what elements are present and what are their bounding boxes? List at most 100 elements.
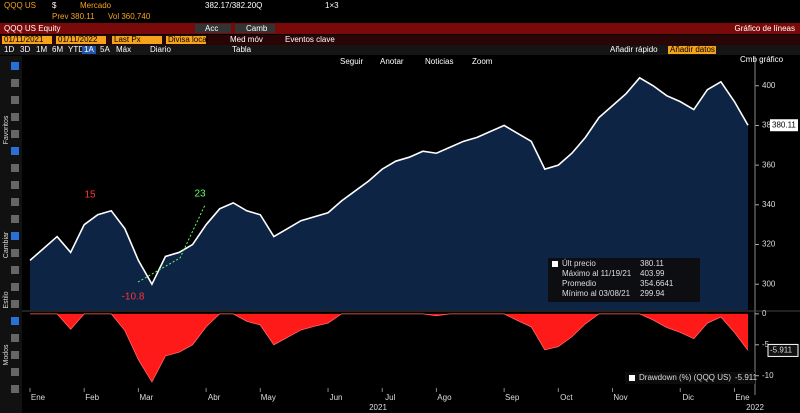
y-tick-label: 380 [762, 121, 776, 130]
x-tick-label: Nov [613, 393, 627, 402]
drawdown-area [30, 313, 748, 382]
price-line [29, 76, 749, 286]
range-button[interactable]: 5A [100, 45, 110, 54]
legend-value: -5.911 [735, 373, 758, 382]
x-tick-label: Mar [139, 393, 153, 402]
tool-icon[interactable] [11, 283, 19, 291]
tool-icon[interactable] [11, 317, 19, 325]
annotation: 15 [84, 190, 96, 201]
x-tick-label: Oct [560, 393, 573, 402]
y-tick-label: 400 [762, 81, 776, 90]
trend-line [137, 204, 206, 283]
volume: Vol 360,740 [108, 12, 151, 21]
x-tick-label: Jul [385, 393, 395, 402]
chart-tool[interactable]: Zoom [472, 57, 493, 66]
tool-icon[interactable] [11, 266, 19, 274]
title-bar [0, 23, 800, 34]
field-input[interactable] [112, 36, 162, 44]
end-input[interactable] [56, 36, 106, 44]
quote: 382.17/382.20Q [205, 1, 262, 10]
range-button[interactable]: 1M [36, 45, 47, 54]
stat-label: Máximo al 11/19/21 [562, 269, 632, 278]
tool-icon[interactable] [11, 385, 19, 393]
chart-tool[interactable]: Anotar [380, 57, 404, 66]
change-button[interactable] [235, 24, 275, 33]
quick-add[interactable]: Añadir rápido [610, 45, 658, 54]
stat-value: 354.6641 [640, 279, 674, 288]
start-date: 01/11/2021 [4, 35, 44, 44]
x-tick-label: Ene [31, 393, 46, 402]
x-tick-label: Dic [682, 393, 694, 402]
range-button[interactable]: 1D [4, 45, 14, 54]
y-tick-label: 0 [762, 309, 767, 318]
range-button[interactable]: Máx [116, 45, 131, 54]
prev: Prev 380.11 [52, 12, 95, 21]
add-data: Añadir datos [670, 45, 715, 54]
x-tick-label: Ago [437, 393, 452, 402]
range-button[interactable]: 6M [52, 45, 63, 54]
x-tick-label: May [261, 393, 276, 402]
tool-icon[interactable] [11, 181, 19, 189]
tool-icon[interactable] [11, 96, 19, 104]
tool-icon[interactable] [11, 334, 19, 342]
y-tick-label: 340 [762, 200, 776, 209]
actions-button[interactable] [195, 24, 231, 33]
tool-icon[interactable] [11, 215, 19, 223]
range-button[interactable]: 3D [20, 45, 30, 54]
tool-icon[interactable] [11, 164, 19, 172]
tool-icon[interactable] [11, 198, 19, 206]
price-area [30, 77, 748, 310]
tool-icon[interactable] [11, 62, 19, 70]
year-label: 2022 [746, 403, 764, 412]
legend-label: Drawdown (%) (QQQ US) [639, 373, 731, 382]
change-chart[interactable]: Cmb gráfico [740, 55, 784, 64]
tool-icon[interactable] [11, 351, 19, 359]
legend-value: 380.11 [640, 259, 664, 268]
tool-icon[interactable] [11, 79, 19, 87]
x-tick-label: Feb [85, 393, 99, 402]
annotation: -10.8 [122, 292, 145, 303]
y-tick-label: -10 [762, 371, 774, 380]
stat-label: Mínimo al 03/08/21 [562, 289, 631, 298]
sidebar-label: Estilo [3, 291, 10, 308]
y-tick-label: 300 [762, 279, 776, 288]
annotation: 23 [194, 189, 206, 200]
tool-icon[interactable] [11, 232, 19, 240]
tool-icon[interactable] [11, 113, 19, 121]
range-button[interactable]: YTD [68, 45, 84, 54]
moving-avg[interactable]: Med móv [230, 35, 263, 44]
legend-swatch [552, 261, 558, 267]
chart-tool[interactable]: Noticias [425, 57, 453, 66]
chart-tool[interactable]: Seguir [340, 57, 363, 66]
legend-label: Últ precio [562, 259, 596, 268]
table[interactable]: Tabla [232, 45, 252, 54]
sidebar-label: Modos [3, 344, 10, 366]
tool-icon[interactable] [11, 147, 19, 155]
local-currency: Divisa local [168, 35, 209, 44]
tool-icon[interactable] [11, 300, 19, 308]
legend-swatch [629, 375, 635, 381]
sidebar-label: Favoritos [3, 115, 10, 144]
start-input[interactable] [2, 36, 52, 44]
tool-icon[interactable] [11, 368, 19, 376]
tool-icon[interactable] [11, 249, 19, 257]
field: Last Px [114, 35, 141, 44]
y-tick-label: -5 [762, 340, 770, 349]
currency-input[interactable] [166, 36, 206, 44]
x-tick-label: Jun [330, 393, 343, 402]
x-tick-label: Sep [505, 393, 520, 402]
security: QQQ US Equity [4, 24, 60, 33]
period[interactable]: Diario [150, 45, 171, 54]
drawdown-line [30, 313, 749, 383]
add-data-input[interactable] [668, 46, 716, 54]
y-tick-label: 360 [762, 160, 776, 169]
events[interactable]: Eventos clave [285, 35, 335, 44]
last-label: -5.911 [770, 346, 793, 355]
tool-icon[interactable] [11, 130, 19, 138]
range-button[interactable]: 1A [84, 45, 94, 54]
x-tick-label: Ene [735, 393, 750, 402]
currency: $ [52, 1, 57, 10]
legend-box [548, 258, 700, 302]
